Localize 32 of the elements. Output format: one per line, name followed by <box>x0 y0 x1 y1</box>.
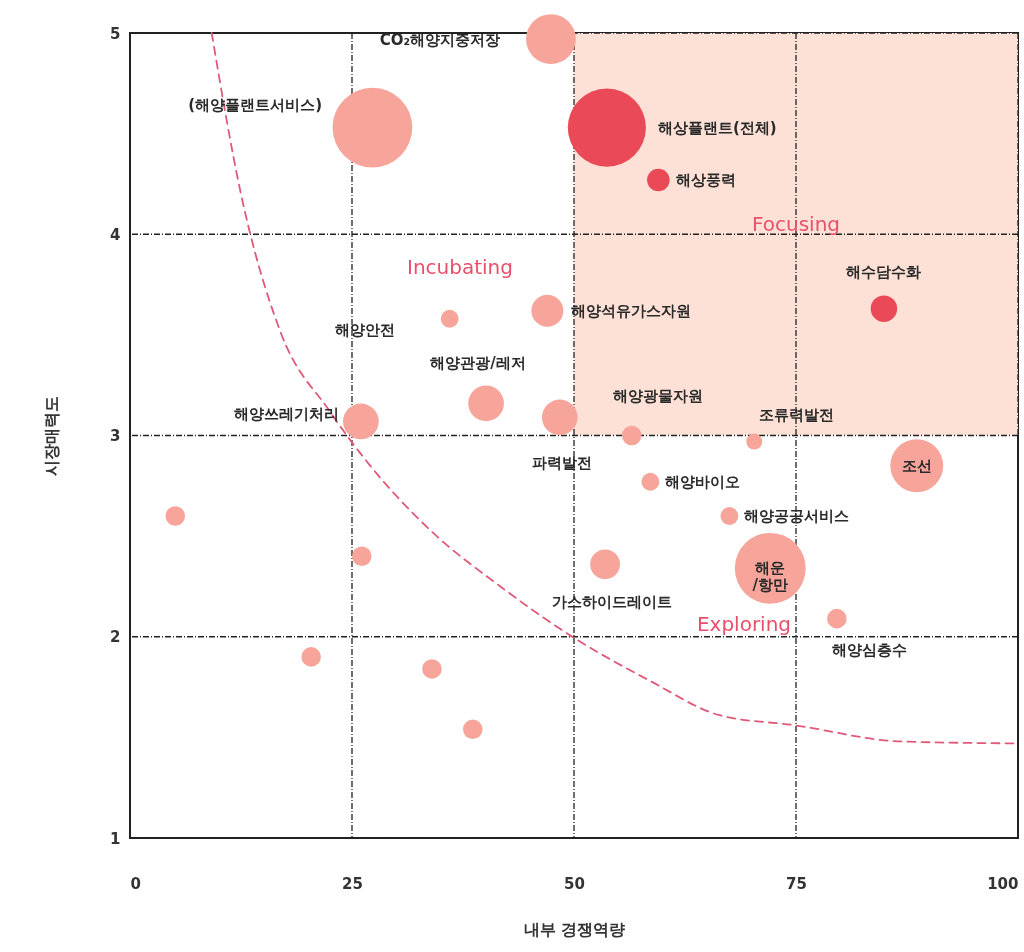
annotation: Incubating <box>407 255 513 279</box>
x-tick-label: 25 <box>342 874 363 893</box>
annotation: 조선 <box>901 456 932 475</box>
annotation: 해양심층수 <box>832 640 908 659</box>
annotation: Focusing <box>751 212 841 236</box>
annotation: 해양광물자원 <box>612 386 703 405</box>
annotation: 해수담수화 <box>846 262 922 281</box>
annotation: 해상풍력 <box>676 170 737 189</box>
y-tick-label: 3 <box>110 427 121 445</box>
y-tick-label: 2 <box>110 628 121 647</box>
y-tick-label: 5 <box>110 24 121 43</box>
annotation: 해양안전 <box>335 321 395 339</box>
annotation: CO₂해양지중저장 <box>379 31 501 49</box>
x-axis-title: 내부 경쟁역량 <box>523 919 626 939</box>
x-tick-label: 100 <box>987 874 1019 893</box>
annotation: 해운 /항만 <box>752 559 788 595</box>
annotation: 해양바이오 <box>665 472 741 491</box>
annotation: 조류력발전 <box>758 405 834 424</box>
annotation: 해양관광/레저 <box>430 354 526 373</box>
annotation: 해양석유가스자원 <box>571 301 692 320</box>
y-tick-label: 1 <box>110 829 121 848</box>
annotation: 가스하이드레이트 <box>552 593 673 612</box>
y-axis-title: 시장매력도 <box>42 396 62 476</box>
annotation: 해상플랜트(전체) <box>658 119 777 137</box>
x-tick-label: 0 <box>130 874 141 893</box>
y-tick-label: 4 <box>110 225 121 244</box>
x-tick-label: 75 <box>786 874 807 893</box>
x-tick-label: 50 <box>564 874 585 893</box>
annotation: 파력발전 <box>531 454 592 473</box>
annotation: 해양공공서비스 <box>744 507 850 525</box>
annotation: Exploring <box>696 612 792 636</box>
annotation: 해양쓰레기처리 <box>233 405 339 424</box>
